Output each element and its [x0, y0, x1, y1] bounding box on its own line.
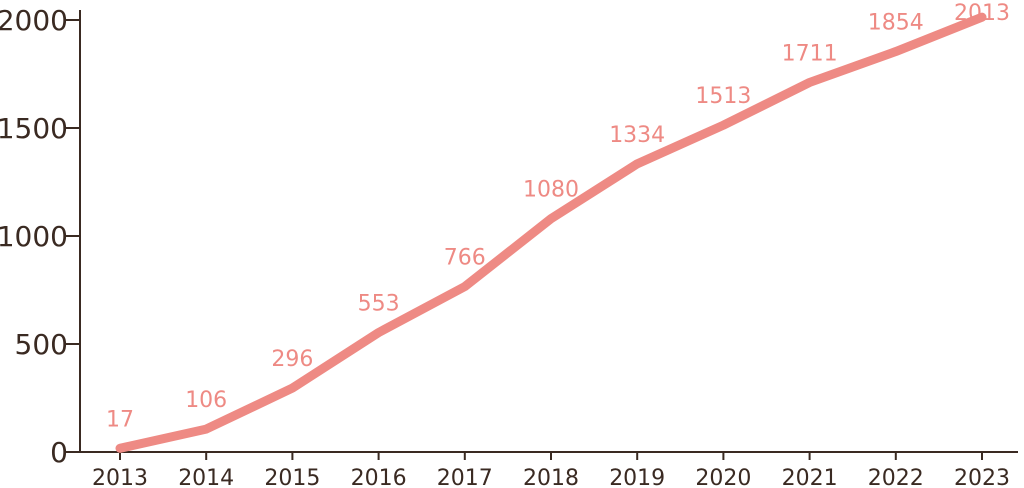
data-label: 1854: [868, 11, 924, 36]
x-tick-label: 2017: [437, 466, 493, 488]
data-label: 553: [358, 292, 400, 317]
x-tick-label: 2014: [178, 466, 234, 488]
x-tick-label: 2023: [954, 466, 1010, 488]
data-label: 766: [444, 246, 486, 271]
data-label: 1513: [695, 84, 751, 109]
x-tick-label: 2021: [782, 466, 838, 488]
x-tick-label: 2013: [92, 466, 148, 488]
y-tick-label: 0: [50, 436, 68, 469]
x-tick-label: 2018: [523, 466, 579, 488]
data-label: 17: [106, 407, 134, 432]
data-labels: 17 106 296 553 766 1080 1334 1513 1711 1854 2013: [106, 1, 1010, 432]
y-axis: 0 500 1000 1500 2000: [0, 4, 81, 469]
x-tick-label: 2020: [695, 466, 751, 488]
x-tick-label: 2015: [264, 466, 320, 488]
data-label: 106: [185, 388, 227, 413]
data-label: 1080: [523, 178, 579, 203]
series-line: [115, 12, 987, 453]
y-tick-label: 1000: [0, 220, 68, 253]
x-axis: 2013 2014 2015 2016 2017 2018 2019 2020 2021 2022…: [80, 451, 1018, 488]
x-tick-label: 2016: [351, 466, 407, 488]
x-tick-label: 2022: [868, 466, 924, 488]
data-label: 1711: [782, 41, 838, 66]
y-tick-label: 2000: [0, 4, 68, 37]
data-label: 296: [271, 347, 313, 372]
y-tick-label: 1500: [0, 112, 68, 145]
y-tick-label: 500: [15, 328, 68, 361]
data-label: 1334: [609, 123, 665, 148]
data-label: 2013: [954, 1, 1010, 26]
x-tick-label: 2019: [609, 466, 665, 488]
series-line-group: [115, 12, 987, 453]
